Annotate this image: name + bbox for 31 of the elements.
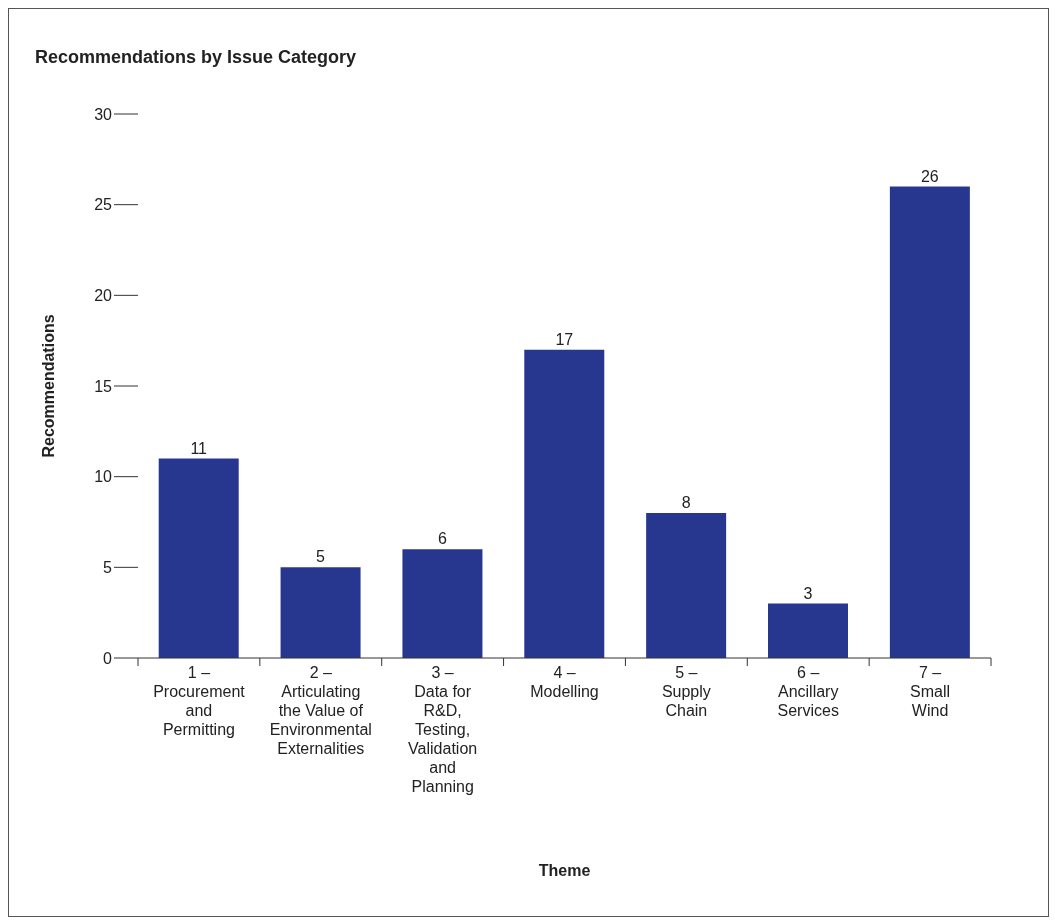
- bar: [158, 458, 239, 658]
- x-tick-label: 1 – Procurement and Permitting: [153, 664, 246, 738]
- data-label: 6: [437, 530, 447, 548]
- x-tick-label: 4 – Modelling: [530, 664, 599, 700]
- bar: [889, 186, 970, 658]
- data-label: 11: [190, 439, 208, 457]
- bar: [768, 603, 848, 658]
- y-tick-label: 0: [103, 649, 113, 667]
- data-label: 5: [316, 548, 326, 566]
- bar: [524, 349, 605, 658]
- x-tick-label: 5 – Supply Chain: [661, 664, 711, 719]
- y-tick-label: 25: [94, 196, 113, 214]
- bar: [280, 567, 361, 658]
- bar: [646, 512, 727, 658]
- y-tick-label: 15: [94, 377, 113, 395]
- y-tick-label: 5: [103, 559, 113, 577]
- y-tick-label: 10: [94, 468, 113, 486]
- data-label: 26: [920, 167, 939, 185]
- data-label: 3: [803, 584, 813, 602]
- x-tick-label: 3 – Data for R&D, Testing, Validation and Planning: [408, 664, 478, 795]
- x-tick-label: 2 – Articulating the Value of Environmental Externalities: [269, 664, 372, 757]
- chart-title: Recommendations by Issue Category: [35, 47, 357, 68]
- bar: [402, 549, 483, 658]
- data-label: 17: [555, 330, 574, 348]
- y-tick-label: 20: [94, 287, 113, 305]
- x-tick-label: 7 – Small Wind: [910, 664, 951, 719]
- x-axis-title: Theme: [538, 862, 591, 879]
- data-label: 8: [681, 493, 691, 511]
- y-axis-title: Recommendations: [39, 314, 57, 458]
- x-tick-label: 6 – Ancillary Services: [777, 664, 839, 719]
- y-tick-label: 30: [94, 105, 113, 123]
